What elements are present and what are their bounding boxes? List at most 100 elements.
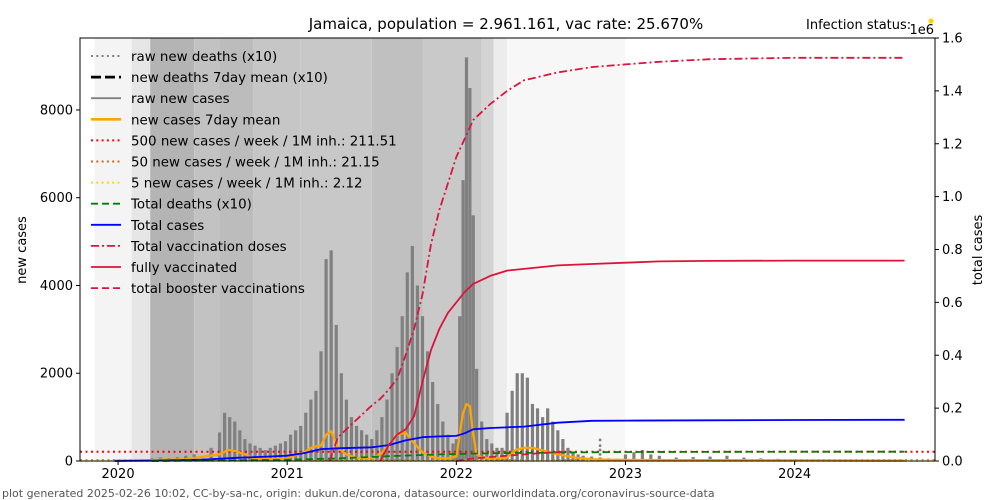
bar-raw-new-cases [360,430,364,461]
bar-raw-new-cases [566,447,570,461]
bar-raw-new-cases [405,272,409,461]
bar-raw-new-cases [461,180,465,462]
bar-raw-new-cases [339,373,343,461]
bar-raw-new-cases [228,417,232,461]
y-right-tick-label: 0.6 [942,296,963,311]
background-band [131,38,151,461]
y-left-tick-label: 6000 [40,191,73,206]
bar-raw-new-cases [217,432,222,461]
x-tick-label: 2020 [102,467,135,482]
bar-raw-new-cases [370,439,374,461]
legend-label: new cases 7day mean [131,113,280,128]
bar-raw-new-cases [273,445,277,461]
bar-raw-new-cases [464,57,469,461]
bar-raw-new-cases [520,373,524,461]
bar-raw-new-cases [329,250,333,461]
bar-raw-new-cases [490,443,494,461]
bar-raw-new-cases [319,351,323,461]
bar-raw-new-cases [324,259,328,461]
bar-raw-new-cases [535,408,540,461]
bar-raw-new-cases [657,455,661,461]
bar-raw-new-cases [708,456,712,461]
bar-raw-new-cases [480,421,484,461]
point-raw-new-deaths [598,453,602,456]
bar-raw-new-cases [495,447,499,461]
background-band [253,38,301,461]
bar-raw-new-cases [441,421,445,461]
y-axis-left: 0 2000 4000 6000 8000 [40,103,80,470]
legend-label: fully vaccinated [131,261,237,276]
background-band [194,38,220,461]
bar-raw-new-cases [395,346,399,461]
bar-raw-new-cases [471,215,475,461]
bar-raw-new-cases [253,445,257,461]
bar-raw-new-cases [640,450,644,461]
infection-status-dot [928,18,934,24]
bar-raw-new-cases [278,443,283,461]
bar-raw-new-cases [458,316,462,461]
bar-raw-new-cases [209,447,213,461]
y-right-tick-label: 1.4 [942,84,963,99]
bar-raw-new-cases [263,450,267,461]
bar-raw-new-cases [390,373,394,461]
bar-raw-new-cases [314,390,318,461]
bar-raw-new-cases [283,441,288,461]
y-right-tick-label: 0.2 [942,402,963,417]
bar-raw-new-cases [304,412,308,461]
legend-label: Total deaths (x10) [130,198,252,213]
x-axis: 2020 2021 2022 2023 2024 [102,461,811,482]
bar-raw-new-cases [485,439,489,461]
background-band [150,38,195,461]
legend-label: 50 new cases / week / 1M inh.: 21.15 [131,156,380,171]
bar-raw-new-cases [725,455,729,461]
bar-raw-new-cases [299,425,303,461]
bar-raw-new-cases [475,368,479,461]
x-tick-label: 2021 [271,467,304,482]
y-axis-left-label: new cases [15,216,30,284]
bar-raw-new-cases [546,408,550,461]
bar-raw-new-cases [420,316,425,461]
legend-label: raw new deaths (x10) [131,50,277,65]
series-total-booster-vaccinations [456,450,567,462]
bar-raw-new-cases [349,417,354,461]
series-total-deaths-x10 [151,450,905,462]
y-right-tick-label: 0.8 [942,243,963,258]
infection-status-label: Infection status: [806,18,911,33]
bar-raw-new-cases [334,324,338,461]
legend-label: 5 new cases / week / 1M inh.: 2.12 [131,177,363,192]
point-raw-new-deaths [598,448,602,452]
point-raw-new-deaths [598,444,602,448]
y-right-tick-label: 1.2 [942,137,963,152]
footer-credits: plot generated 2025-02-26 10:02, CC-by-s… [2,487,715,500]
bar-raw-new-cases [649,454,653,461]
bar-raw-new-cases [243,439,247,461]
bar-raw-new-cases [632,452,636,461]
bar-raw-new-cases [431,382,435,461]
bar-raw-new-cases [540,417,545,461]
y-axis-right: 0.0 0.2 0.4 0.6 0.8 1.0 1.2 1.4 1.6 [935,32,963,470]
y-right-tick-label: 1.0 [942,190,963,205]
legend-label: new deaths 7day mean (x10) [131,71,328,86]
bar-raw-new-cases [510,390,514,461]
y-left-tick-label: 2000 [40,367,73,382]
bar-raw-new-cases [415,285,420,461]
bar-raw-new-cases [561,439,565,461]
bar-raw-new-cases [385,399,389,461]
bar-raw-new-cases [525,377,529,461]
background-band [219,38,254,461]
y-right-tick-label: 1.6 [942,32,963,47]
series-total-vaccination-doses [328,56,905,462]
bar-raw-new-cases [294,430,298,461]
y-left-tick-label: 8000 [40,103,73,118]
bar-raw-new-cases [354,425,359,461]
bar-raw-new-cases [451,443,455,461]
bar-raw-new-cases [425,351,430,461]
bar-raw-new-cases [268,447,272,461]
bar-raw-new-cases [400,316,404,461]
y-right-tick-label: 0.0 [942,455,963,470]
bar-raw-new-cases [500,447,504,461]
chart-title: Jamaica, population = 2.961.161, vac rat… [308,15,703,33]
background-band [94,38,132,461]
legend-label: Total cases [130,219,204,234]
